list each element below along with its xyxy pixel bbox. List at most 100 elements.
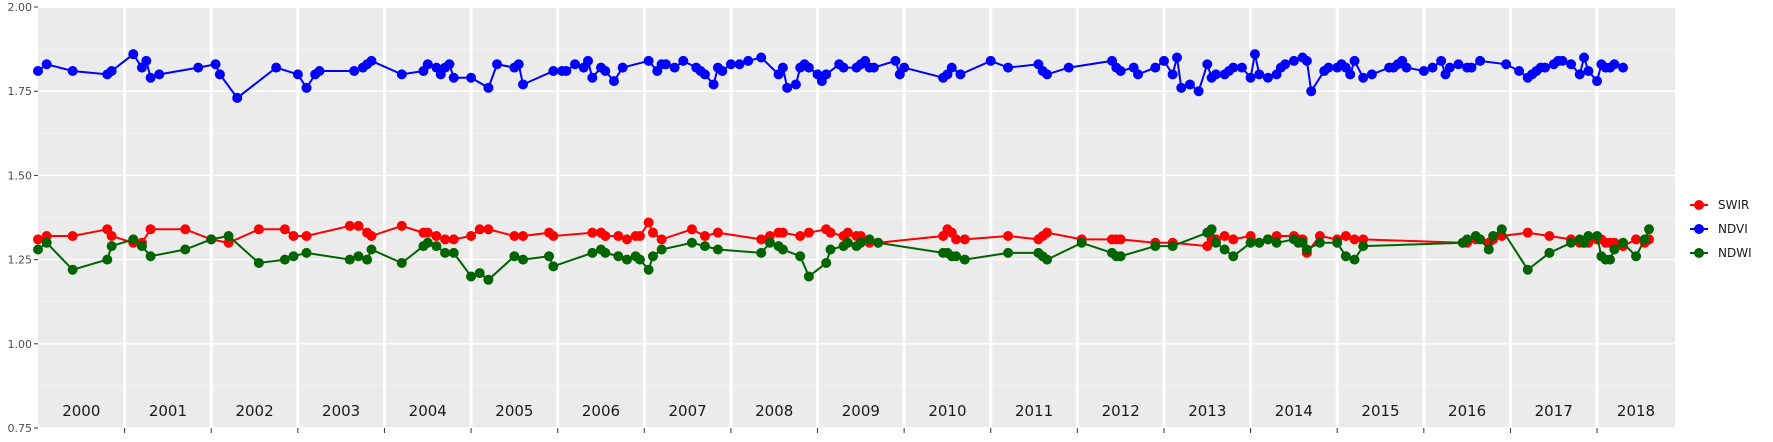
ndwi-point [344,254,355,265]
ndwi-point [795,251,806,262]
swir-point [842,227,853,238]
swir-point [613,231,624,242]
swir-point [825,227,836,238]
swir-point [600,231,611,242]
ndvi-point [448,72,459,83]
ndvi-point [1566,59,1577,70]
year-label: 2006 [582,402,620,420]
ndwi-point [102,254,113,265]
ndwi-point [1522,264,1533,275]
ndvi-point [725,59,736,70]
ndwi-point [1462,234,1473,245]
swir-point [959,234,970,245]
ndwi-point [1566,237,1577,248]
ndvi-point [1176,82,1187,93]
ndwi-point [1332,237,1343,248]
series-ndwi [33,224,1655,285]
swir-point [483,224,494,235]
swir-point [1522,227,1533,238]
ndvi-point [141,55,152,66]
ndwi-point [1544,247,1555,258]
ndwi-point [864,234,875,245]
ndwi-point [1631,251,1642,262]
ndwi-point [1314,237,1325,248]
ndvi-point [1349,55,1360,66]
swir-point [647,227,658,238]
year-label: 2015 [1361,402,1399,420]
ndwi-point [67,264,78,275]
swir-point [777,227,788,238]
ndvi-point [210,59,221,70]
ndvi-point [582,55,593,66]
swir-point [509,231,520,242]
ndwi-point [301,247,312,258]
ndvi-point [1618,62,1629,73]
ndwi-point [206,234,217,245]
ndvi-point [128,49,139,60]
swir-point [1544,231,1555,242]
ndwi-point [647,251,658,262]
ndvi-point [41,59,52,70]
ndwi-point [136,241,147,252]
ndvi-point [1444,62,1455,73]
ndvi-point [777,62,788,73]
ndvi-point [1158,55,1169,66]
swir-point [712,227,723,238]
ndwi-point [1115,251,1126,262]
year-label: 2013 [1188,402,1226,420]
swir-point [686,224,697,235]
year-label: 2010 [928,402,966,420]
swir-point [353,220,364,231]
swir-point [951,234,962,245]
swir-point [656,234,667,245]
swir-point [145,224,156,235]
ndvi-point [985,55,996,66]
swir-point [301,231,312,242]
ndwi-point [1271,237,1282,248]
ndwi-point [764,237,775,248]
ndwi-point [1003,247,1014,258]
swir-point [803,227,814,238]
series-group [33,49,1655,285]
ndvi-point [292,69,303,80]
ndvi-point [1167,69,1178,80]
ndwi-point [1150,241,1161,252]
year-label: 2003 [322,402,360,420]
ndwi-point [1262,234,1273,245]
ndwi-point [1210,237,1221,248]
ndvi-point [743,55,754,66]
legend-item-ndvi: NDVI [1690,222,1748,236]
ndvi-point [33,65,43,76]
legend-label: NDVI [1718,222,1748,236]
ndwi-point [1483,244,1494,255]
ndvi-point [1345,69,1356,80]
ndvi-point [1358,72,1369,83]
ndwi-point [959,254,970,265]
ndwi-point [1349,254,1360,265]
ndwi-point [518,254,529,265]
ndvi-point [756,52,767,63]
ndvi-point [1193,86,1204,97]
ndwi-point [1167,241,1178,252]
ndwi-point [253,257,264,268]
swir-point [180,224,191,235]
ndvi-point [1115,65,1126,76]
swir-point [1340,231,1351,242]
ndwi-point [1245,237,1256,248]
swir-point [1228,234,1239,245]
ndwi-point [1076,237,1087,248]
ndvi-point [1171,52,1182,63]
series-ndvi [33,49,1629,103]
ndvi-point [699,69,710,80]
ndwi-point [777,244,788,255]
ndvi-point [483,82,494,93]
ndvi-point [899,62,910,73]
ndwi-point [509,251,520,262]
legend-key-point [1694,224,1704,234]
ndvi-point [1262,72,1273,83]
ndwi-point [951,251,962,262]
ndwi-point [1583,231,1594,242]
ndwi-point [106,241,117,252]
ndvi-point [444,59,455,70]
grid [38,6,1675,429]
